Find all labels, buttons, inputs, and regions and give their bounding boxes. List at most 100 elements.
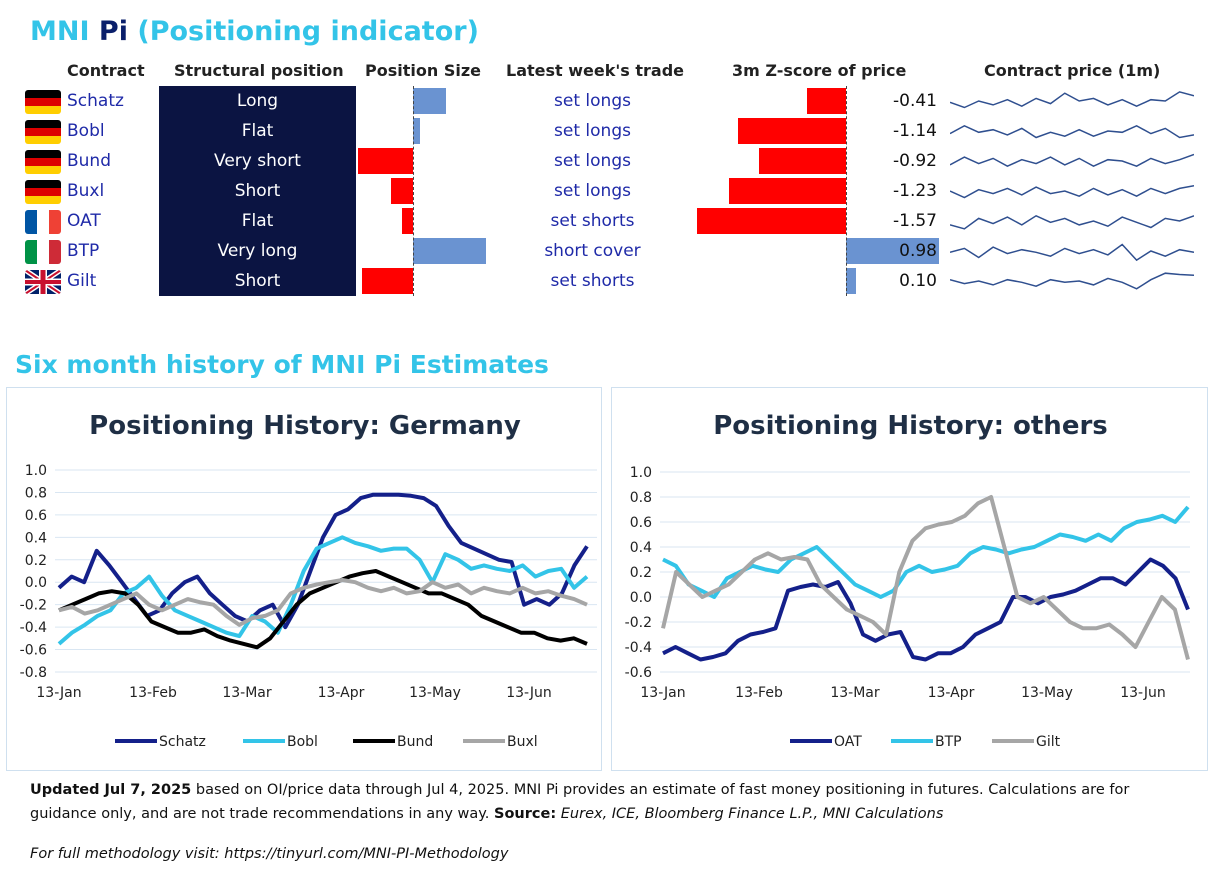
col-header-price: Contract price (1m) [984, 61, 1161, 80]
germany-flag-icon [25, 90, 61, 114]
series-line-gilt [661, 495, 1190, 661]
y-tick-label: 0.6 [25, 508, 47, 524]
contract-name: Gilt [67, 271, 97, 291]
contract-name: Buxl [67, 181, 105, 201]
zscore-bar [846, 238, 940, 264]
x-tick-label: 13-Mar [830, 685, 880, 701]
chart-panel-germany: Positioning History: Germany 1.0 0.8 0.6 0.4… [6, 387, 602, 771]
series-line-oat [662, 557, 1190, 662]
legend-label: BTP [935, 734, 962, 750]
germany-flag-icon [25, 180, 61, 204]
position-size-axis [413, 86, 414, 296]
y-tick-label: 0.6 [630, 515, 652, 531]
y-tick-label: 0.0 [25, 575, 47, 591]
col-header-trade: Latest week's trade [506, 61, 684, 80]
table-row: Bund Very short set longs -0.92 [0, 146, 1213, 176]
y-tick-label: 0.2 [25, 553, 47, 569]
zscore-bar [846, 268, 856, 294]
zscore-value: -1.23 [893, 181, 937, 201]
position-size-bar [390, 178, 413, 204]
table-row: Buxl Short set longs -1.23 [0, 176, 1213, 206]
footer-note: Updated Jul 7, 2025 based on OI/price da… [30, 782, 1130, 822]
germany-flag-icon [25, 120, 61, 144]
x-tick-label: 13-Feb [129, 685, 177, 701]
y-tick-label: 0.4 [630, 540, 652, 556]
contract-name: BTP [67, 241, 100, 261]
methodology-link[interactable]: For full methodology visit: https://tiny… [30, 846, 509, 862]
position-size-bar [413, 238, 487, 264]
zscore-axis [846, 86, 847, 296]
y-tick-label: 0.2 [630, 565, 652, 581]
zscore-value: -1.57 [893, 211, 937, 231]
y-tick-label: -0.2 [625, 615, 652, 631]
structural-position: Flat [159, 206, 356, 236]
zscore-value: 0.10 [899, 271, 937, 291]
contract-name: Bund [67, 151, 112, 171]
x-tick-label: 13-Apr [318, 685, 365, 701]
x-tick-label: 13-Feb [735, 685, 783, 701]
contract-name: Bobl [67, 121, 105, 141]
page-title: MNI Pi (Positioning indicator) [30, 16, 479, 47]
position-size-bar [413, 118, 421, 144]
chart-others: Positioning History: others 1.0 0.8 0.6 0.4 0… [625, 411, 1190, 750]
contract-name: OAT [67, 211, 101, 231]
zscore-value: -0.92 [893, 151, 937, 171]
latest-trade: set longs [554, 181, 631, 201]
legend-label: Bobl [287, 734, 318, 750]
zscore-value: 0.98 [899, 241, 937, 261]
position-size-bar [358, 148, 413, 174]
position-size-bar [362, 268, 413, 294]
structural-position: Very short [159, 146, 356, 176]
italy-flag-icon [25, 240, 61, 264]
y-tick-label: -0.4 [625, 640, 652, 656]
col-header-contract: Contract [67, 61, 145, 80]
structural-position: Flat [159, 116, 356, 146]
legend-label: Buxl [507, 734, 538, 750]
structural-position: Short [159, 266, 356, 296]
france-flag-icon [25, 210, 61, 234]
y-tick-label: 0.8 [25, 485, 47, 501]
col-header-size: Position Size [365, 61, 481, 80]
structural-position: Short [159, 176, 356, 206]
zscore-value: -1.14 [893, 121, 937, 141]
x-tick-label: 13-Mar [222, 685, 272, 701]
structural-position: Long [159, 86, 356, 116]
latest-trade: short cover [544, 241, 641, 261]
table-row: Schatz Long set longs -0.41 [0, 86, 1213, 116]
y-tick-label: -0.2 [20, 598, 47, 614]
chart-title: Positioning History: others [713, 411, 1108, 441]
series-line-buxl [58, 578, 588, 627]
y-tick-label: 0.8 [630, 490, 652, 506]
chart-title: Positioning History: Germany [89, 411, 521, 441]
structural-position: Very long [159, 236, 356, 266]
zscore-bar [696, 208, 846, 234]
col-header-structural: Structural position [174, 61, 344, 80]
price-sparkline [950, 272, 1194, 290]
legend-label: OAT [834, 734, 862, 750]
uk-flag-icon [25, 270, 61, 294]
chart-panel-others: Positioning History: others 1.0 0.8 0.6 0.4 0… [611, 387, 1208, 771]
legend-label: Gilt [1036, 734, 1061, 750]
x-tick-label: 13-Jan [640, 685, 685, 701]
germany-flag-icon [25, 150, 61, 174]
table-row: Bobl Flat set longs -1.14 [0, 116, 1213, 146]
y-tick-label: -0.6 [20, 643, 47, 659]
series-line-btp [662, 505, 1190, 599]
zscore-bar [807, 88, 846, 114]
price-sparkline [950, 243, 1194, 262]
zscore-value: -0.41 [893, 91, 937, 111]
legend-label: Schatz [159, 734, 206, 750]
x-tick-label: 13-May [409, 685, 461, 701]
y-tick-label: 1.0 [630, 465, 652, 481]
x-tick-label: 13-Jun [506, 685, 552, 701]
zscore-bar [737, 118, 846, 144]
price-sparkline [950, 124, 1194, 139]
zscore-bar [758, 148, 846, 174]
latest-trade: set longs [554, 121, 631, 141]
contract-name: Schatz [67, 91, 124, 111]
zscore-bar [729, 178, 846, 204]
latest-trade: set longs [554, 91, 631, 111]
latest-trade: set longs [554, 151, 631, 171]
price-sparkline [950, 153, 1194, 168]
y-tick-label: -0.4 [20, 620, 47, 636]
